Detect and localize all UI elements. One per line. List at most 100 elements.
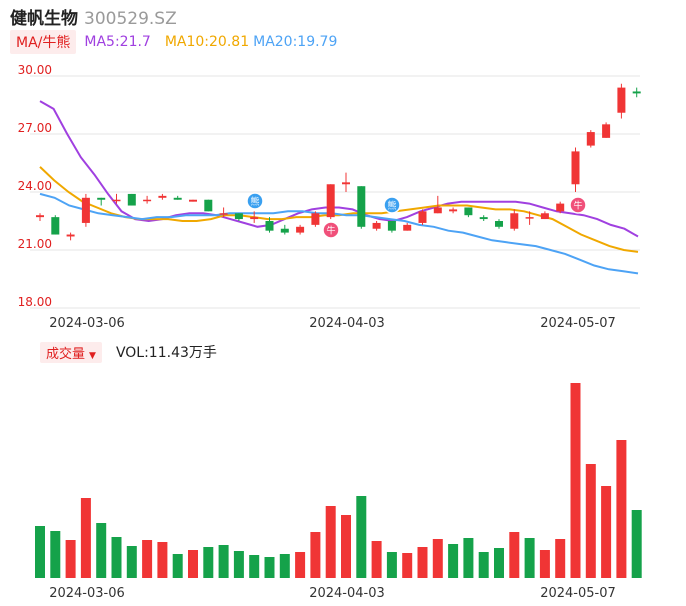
candle [234,213,243,221]
candle-body [403,224,412,231]
candle [586,130,595,148]
volume-bar [341,515,351,578]
candle [51,215,60,235]
candle [158,193,167,200]
bear-signal-icon: 熊 [383,196,401,214]
candle [219,207,228,218]
candle-body [97,197,106,200]
volume-bar [325,506,336,578]
candle [143,195,152,204]
candle [602,122,611,138]
candle [66,232,75,241]
x-tick-label: 2024-03-06 [49,586,125,601]
volume-bar [157,542,168,578]
volume-bar [448,544,459,578]
candle [204,199,213,212]
y-tick-label: 24.00 [18,179,52,193]
volume-bar [417,547,428,578]
candle [617,83,626,119]
stock-title: 健帆生物 300529.SZ [10,4,177,29]
candle-body [127,193,136,206]
volume-bar [65,540,76,578]
candle-body [296,226,305,233]
volume-indicator-dropdown[interactable]: 成交量 ▼ [40,341,102,363]
candle-body [418,211,427,223]
candle [418,209,427,225]
candle [311,211,320,227]
volume-bar [570,383,581,578]
candle [372,221,381,231]
candle [36,213,44,221]
volume-bar [96,523,107,578]
stock-code: 300529.SZ [84,9,177,29]
candle-body [372,222,381,229]
candle-body [204,199,213,212]
ma20-label: MA20:19.79 [253,34,338,50]
candle [342,172,350,192]
volume-bar [50,531,61,578]
volume-bar [188,550,198,578]
volume-bar [295,552,306,578]
candle [387,221,396,233]
ma-legend: MA/牛熊 MA5:21.7 MA10:20.81 MA20:19.79 [10,30,338,54]
candle [81,193,90,227]
volume-bar [601,486,612,578]
candle-body [464,207,473,216]
candle-body [158,195,167,198]
candle [403,222,412,231]
candle-body [525,217,534,219]
volume-bar [142,540,153,578]
candle-body [342,182,350,185]
volume-bar [233,551,244,578]
bull-signal-icon: 牛 [569,196,587,214]
volume-bar [111,537,122,578]
candle-body [219,213,228,215]
candle [280,224,289,235]
volume-bar [402,553,413,578]
x-tick-label: 2024-04-03 [309,316,385,331]
volume-bar [203,547,214,578]
candle [571,147,580,192]
candle-body [510,213,519,229]
volume-bar [555,539,566,578]
signal-marker-circle [322,221,340,239]
candle [173,195,182,200]
candle [449,207,458,214]
candle [112,193,121,204]
bull-signal-icon: 牛 [322,221,340,239]
candle-body [51,217,60,235]
candle-body [81,197,90,223]
volume-indicator-label: 成交量 [46,346,86,362]
signal-marker-circle [383,196,401,214]
candle [357,186,366,229]
candle [632,87,641,98]
ma-toggle-button[interactable]: MA/牛熊 [10,30,77,54]
candle [479,215,488,221]
candle-body [173,197,182,200]
candle-body [602,124,611,138]
signal-marker-glyph: 牛 [573,200,582,212]
candle-body [586,132,595,146]
candle [127,193,136,206]
volume-bar [80,498,91,578]
volume-bar [35,526,45,578]
y-tick-label: 21.00 [18,237,52,251]
volume-bar [585,464,596,578]
signal-marker-circle [569,196,587,214]
volume-bar [310,532,321,578]
volume-bar [249,555,260,578]
candle-body [617,87,626,113]
candle-body [66,234,75,237]
candle-body [326,184,335,218]
candle [540,211,549,220]
candle-body [234,213,243,220]
candle [189,199,197,202]
ma5-label: MA5:21.7 [84,34,151,50]
candle-body [632,91,641,94]
candle [433,195,442,214]
volume-bar [218,545,229,578]
candle-body [36,215,44,218]
candle [464,207,473,218]
candle [495,219,503,229]
